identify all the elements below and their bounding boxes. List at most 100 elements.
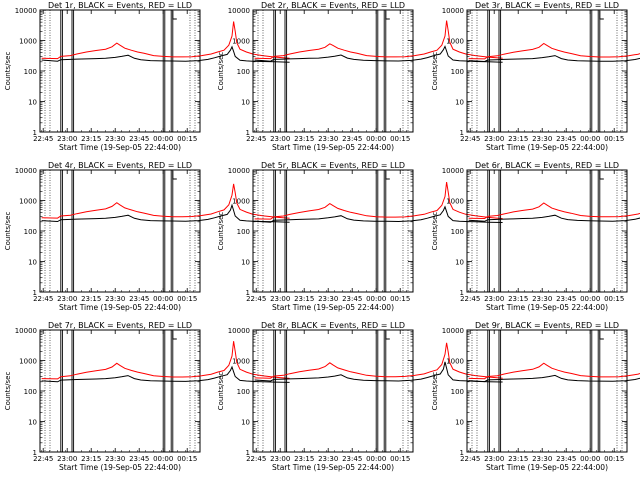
panel-4-ylabel-3: 1000 — [19, 198, 37, 206]
panel-7-ylabel-4: 10000 — [15, 327, 37, 335]
panel-6-lld-line — [468, 202, 640, 220]
panel-1-ylabel-3: 1000 — [19, 38, 37, 46]
panel-9-ylabel-1: 10 — [455, 419, 464, 427]
panel-4-xlabel-0: 22:45 — [33, 295, 53, 303]
panel-1-yaxis-label: Counts/sec — [4, 52, 12, 91]
panel-4-ylabel-2: 100 — [24, 228, 37, 236]
panel-5-xlabel-2: 23:15 — [294, 295, 314, 303]
panel-6-ylabel-4: 10000 — [442, 167, 464, 175]
panel-8-ylabel-1: 10 — [241, 419, 250, 427]
panel-1-xlabel-6: 00:15 — [177, 135, 197, 143]
panel-4: Det 4r, BLACK = Events, RED = LLD 1 10 100 1… — [4, 161, 290, 312]
panel-3-xaxis-label: Start Time (19-Sep-05 22:44:00) — [486, 143, 608, 152]
panel-3-xlabel-4: 23:45 — [556, 135, 576, 143]
panel-4-xlabel-4: 23:45 — [129, 295, 149, 303]
panel-8-xlabel-2: 23:15 — [294, 455, 314, 463]
panel-6-bracket — [599, 171, 604, 180]
panel-3-events-line — [468, 55, 640, 63]
panel-7-lld-line — [41, 341, 290, 380]
panel-6-ylabel-0: 1 — [460, 289, 464, 297]
panel-5-xlabel-6: 00:15 — [390, 295, 410, 303]
panel-9-xlabel-6: 00:15 — [604, 455, 624, 463]
panel-5-frame — [252, 169, 414, 293]
panel-8-xlabel-0: 22:45 — [246, 455, 266, 463]
panel-3-lld-line — [468, 42, 640, 60]
panel-4-xlabel-5: 00:00 — [153, 295, 173, 303]
panel-8-ylabel-0: 1 — [246, 449, 250, 457]
panel-3: Det 3r, BLACK = Events, RED = LLD 1 10 100 1… — [431, 1, 640, 152]
panel-9-lld-line — [468, 362, 640, 380]
panel-9-ylabel-2: 100 — [451, 388, 464, 396]
panel-3-frame — [466, 9, 628, 133]
panel-8-ylabel-2: 100 — [237, 388, 250, 396]
panel-2-xlabel-6: 00:15 — [390, 135, 410, 143]
panel-2-xlabel-1: 23:00 — [270, 135, 290, 143]
panel-7-xlabel-1: 23:00 — [57, 455, 77, 463]
panel-6: Det 6r, BLACK = Events, RED = LLD 1 10 100 1… — [431, 161, 640, 312]
panel-2-ylabel-2: 100 — [237, 68, 250, 76]
panel-2-yaxis-label: Counts/sec — [217, 52, 225, 91]
panel-5-xaxis-label: Start Time (19-Sep-05 22:44:00) — [272, 303, 394, 312]
panel-8-frame — [252, 329, 414, 453]
panel-2-title: Det 2r, BLACK = Events, RED = LLD — [261, 1, 405, 10]
panel-9: Det 9r, BLACK = Events, RED = LLD 1 10 100 1… — [431, 321, 640, 472]
panel-3-xlabel-1: 23:00 — [484, 135, 504, 143]
panel-3-ylabel-2: 100 — [451, 68, 464, 76]
panel-8-yaxis-label: Counts/sec — [217, 372, 225, 411]
panel-6-xlabel-0: 22:45 — [460, 295, 480, 303]
panel-1-xlabel-5: 00:00 — [153, 135, 173, 143]
panel-4-ylabel-1: 10 — [28, 259, 37, 267]
panel-7-xlabel-0: 22:45 — [33, 455, 53, 463]
panel-4-bracket — [172, 171, 177, 180]
panel-1-title: Det 1r, BLACK = Events, RED = LLD — [48, 1, 192, 10]
panel-7-xlabel-4: 23:45 — [129, 455, 149, 463]
panel-8-xlabel-1: 23:00 — [270, 455, 290, 463]
panel-4-frame — [39, 169, 201, 293]
panel-5-events-line — [254, 205, 503, 223]
panel-6-xlabel-4: 23:45 — [556, 295, 576, 303]
panel-9-xlabel-3: 23:30 — [532, 455, 552, 463]
panel-2-ylabel-3: 1000 — [232, 38, 250, 46]
panel-2-ylabel-0: 1 — [246, 129, 250, 137]
panel-6-xlabel-5: 00:00 — [580, 295, 600, 303]
panel-7-xlabel-2: 23:15 — [81, 455, 101, 463]
panel-4-title: Det 4r, BLACK = Events, RED = LLD — [48, 161, 192, 170]
panel-3-ylabel-4: 10000 — [442, 7, 464, 15]
panel-6-ylabel-3: 1000 — [446, 198, 464, 206]
panel-7-title: Det 7r, BLACK = Events, RED = LLD — [48, 321, 192, 330]
panel-5-ylabel-0: 1 — [246, 289, 250, 297]
panel-1-xlabel-3: 23:30 — [105, 135, 125, 143]
panel-9-frame — [466, 329, 628, 453]
panel-4-ylabel-0: 1 — [33, 289, 37, 297]
panel-8-xlabel-5: 00:00 — [366, 455, 386, 463]
panel-7-events-line — [41, 365, 290, 383]
panel-8-xlabel-3: 23:30 — [318, 455, 338, 463]
panel-3-ylabel-3: 1000 — [446, 38, 464, 46]
panel-6-frame — [466, 169, 628, 293]
panel-9-xlabel-0: 22:45 — [460, 455, 480, 463]
panel-9-xlabel-4: 23:45 — [556, 455, 576, 463]
panel-3-xlabel-6: 00:15 — [604, 135, 624, 143]
panel-8-xaxis-label: Start Time (19-Sep-05 22:44:00) — [272, 463, 394, 472]
panel-7-xlabel-3: 23:30 — [105, 455, 125, 463]
panel-6-xlabel-1: 23:00 — [484, 295, 504, 303]
panel-6-ylabel-1: 10 — [455, 259, 464, 267]
panel-7-xlabel-6: 00:15 — [177, 455, 197, 463]
panel-5-xlabel-5: 00:00 — [366, 295, 386, 303]
panel-3-bracket — [599, 11, 604, 20]
panel-1-bracket — [172, 11, 177, 20]
panel-5-yaxis-label: Counts/sec — [217, 212, 225, 251]
panel-1-events-line — [41, 45, 290, 63]
panel-2-xlabel-4: 23:45 — [342, 135, 362, 143]
panel-8: Det 8r, BLACK = Events, RED = LLD 1 10 100 1… — [217, 321, 503, 472]
panel-4-events-line — [41, 203, 290, 223]
panel-1-ylabel-2: 100 — [24, 68, 37, 76]
panel-6-title: Det 6r, BLACK = Events, RED = LLD — [475, 161, 619, 170]
panel-8-ylabel-3: 1000 — [232, 358, 250, 366]
panel-2-xlabel-5: 00:00 — [366, 135, 386, 143]
panel-3-xlabel-0: 22:45 — [460, 135, 480, 143]
panel-8-lld-line — [254, 342, 503, 379]
panel-1-xlabel-0: 22:45 — [33, 135, 53, 143]
panel-1-ylabel-0: 1 — [33, 129, 37, 137]
panel-2-ylabel-1: 10 — [241, 99, 250, 107]
